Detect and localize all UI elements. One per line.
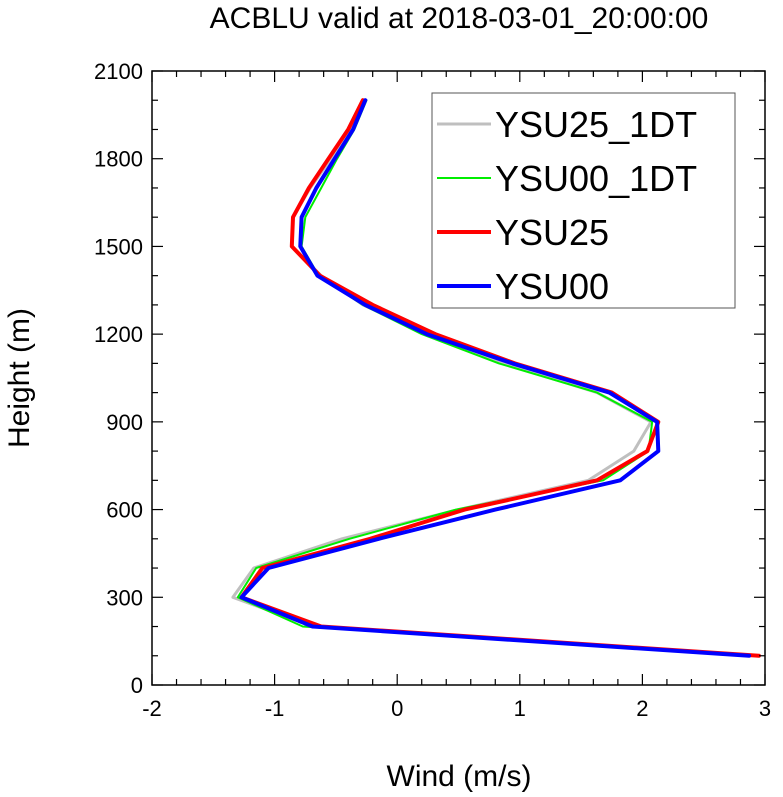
y-tick-label: 1800 bbox=[94, 147, 143, 172]
y-tick-label: 600 bbox=[106, 498, 143, 523]
axis-ticks: -2 -1 0 1 2 3 0 300 600 900 1200 1500 1800 2100 bbox=[94, 59, 771, 721]
plot-frame bbox=[151, 70, 766, 686]
legend: YSU25_1DT YSU00_1DT YSU25 YSU00 bbox=[431, 92, 736, 309]
y-tick-label: 300 bbox=[106, 585, 143, 610]
y-tick-label: 2100 bbox=[94, 59, 143, 84]
legend-label: YSU25 bbox=[495, 212, 609, 253]
plot-area bbox=[231, 98, 761, 658]
legend-label: YSU00 bbox=[495, 266, 609, 307]
y-tick-label: 1500 bbox=[94, 234, 143, 259]
series-line-ysu00-1dt bbox=[236, 99, 751, 657]
legend-label: YSU00_1DT bbox=[495, 158, 697, 199]
chart-title: ACBLU valid at 2018-03-01_20:00:00 bbox=[210, 2, 709, 35]
y-tick-label: 1200 bbox=[94, 322, 143, 347]
legend-box bbox=[431, 92, 736, 309]
x-tick-label: 1 bbox=[514, 696, 526, 721]
x-tick-label: -2 bbox=[142, 696, 162, 721]
x-tick-label: 2 bbox=[636, 696, 648, 721]
series-line-ysu00 bbox=[239, 98, 752, 658]
x-tick-label: 0 bbox=[391, 696, 403, 721]
y-axis-label: Height (m) bbox=[3, 308, 36, 448]
y-tick-label: 0 bbox=[131, 673, 143, 698]
x-axis-label: Wind (m/s) bbox=[387, 760, 532, 793]
y-tick-label: 900 bbox=[106, 410, 143, 435]
x-tick-label: -1 bbox=[265, 696, 285, 721]
x-tick-label: 3 bbox=[759, 696, 771, 721]
legend-label: YSU25_1DT bbox=[495, 104, 697, 145]
